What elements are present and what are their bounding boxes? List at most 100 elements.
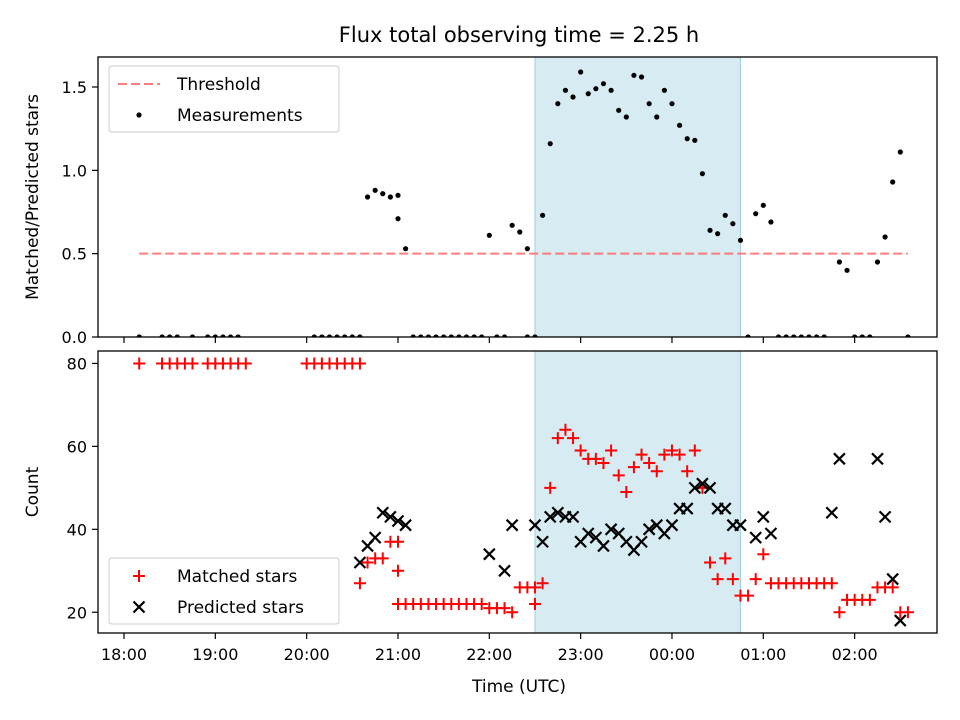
data-point <box>578 69 584 75</box>
data-point <box>699 171 706 177</box>
data-point <box>536 577 549 590</box>
legend-label: Measurements <box>177 106 303 126</box>
data-point <box>673 448 686 461</box>
data-point <box>498 564 511 578</box>
data-point <box>627 461 640 474</box>
data-point <box>528 581 541 594</box>
data-point <box>642 523 656 536</box>
data-point <box>707 227 713 233</box>
axes-frame <box>97 350 938 634</box>
data-point <box>581 527 595 540</box>
data-point <box>654 114 660 120</box>
data-point <box>543 510 557 524</box>
data-point <box>483 547 496 561</box>
data-point <box>517 229 523 235</box>
data-point <box>399 518 412 532</box>
data-point <box>570 94 576 100</box>
legend-box <box>108 557 340 625</box>
data-point <box>749 531 762 544</box>
series-predicted-stars <box>353 452 907 627</box>
data-point <box>364 194 371 200</box>
x-tick-label: 19:00 <box>192 645 238 664</box>
data-point <box>730 221 736 227</box>
data-point <box>376 552 389 565</box>
data-point <box>646 101 652 107</box>
data-point <box>844 267 850 273</box>
data-point <box>387 194 393 200</box>
top-panel: 0.0 0.5 1.0 1.5 Matched/Predicted stars Thres… <box>23 56 938 347</box>
x-tick-label: 23:00 <box>558 645 604 664</box>
data-point <box>696 477 709 490</box>
y-tick-label: 0.0 <box>62 328 87 347</box>
data-point <box>539 212 546 218</box>
data-point <box>726 573 739 586</box>
data-point <box>555 101 561 107</box>
data-point <box>353 357 366 370</box>
legend: Threshold Measurements <box>108 65 340 133</box>
data-point <box>665 518 679 532</box>
y-tick-label: 1.5 <box>62 78 87 97</box>
data-point <box>608 87 614 93</box>
y-tick-label: 0.5 <box>62 245 87 264</box>
x-tick-label: 20:00 <box>284 645 330 664</box>
data-point <box>239 357 252 370</box>
data-point <box>825 577 838 590</box>
data-point <box>395 192 401 198</box>
bottom-panel: 20 40 60 80 Count 18:00 19:00 20:00 21:00 22:00 23… <box>23 350 938 664</box>
plot-area <box>136 69 911 337</box>
data-point <box>604 523 618 536</box>
data-point <box>486 232 492 238</box>
data-point <box>692 137 698 143</box>
data-point <box>753 211 759 217</box>
data-point <box>567 432 580 445</box>
y-tick-label: 1.0 <box>62 161 87 180</box>
data-point <box>833 452 846 466</box>
data-point <box>384 510 397 524</box>
data-point <box>620 486 633 498</box>
data-point <box>528 518 542 532</box>
data-point <box>616 107 622 113</box>
observing-span <box>534 350 741 634</box>
y-tick-label: 60 <box>67 437 87 456</box>
data-point <box>597 456 610 469</box>
data-point <box>368 531 382 544</box>
data-point <box>559 423 572 436</box>
series-measurements <box>136 69 911 337</box>
x-tick-label: 00:00 <box>649 645 695 664</box>
data-point <box>718 502 732 515</box>
data-point <box>372 187 378 193</box>
data-point <box>684 136 690 142</box>
data-point <box>544 481 557 494</box>
data-point <box>623 114 629 120</box>
data-point <box>638 74 645 80</box>
data-point <box>734 518 747 532</box>
data-point <box>376 506 390 520</box>
data-point <box>878 510 892 524</box>
data-point <box>395 216 401 222</box>
data-point <box>605 444 618 457</box>
data-point <box>863 593 876 606</box>
data-point <box>680 502 694 515</box>
data-point <box>757 548 770 561</box>
data-point <box>764 527 778 540</box>
data-point <box>353 577 366 590</box>
data-point <box>894 614 907 627</box>
data-point <box>661 87 667 93</box>
data-point <box>498 602 511 615</box>
data-point <box>133 357 146 370</box>
data-point <box>768 219 774 225</box>
legend: Matched stars Predicted stars <box>108 557 340 625</box>
chart-title: Flux total observing time = 2.25 h <box>339 23 699 47</box>
data-point <box>391 535 404 548</box>
data-point <box>760 202 766 208</box>
legend-marker <box>132 600 146 614</box>
data-point <box>901 606 914 619</box>
data-point <box>650 465 663 478</box>
data-point <box>886 581 899 594</box>
data-point <box>882 234 888 240</box>
series-matched-stars <box>133 357 914 619</box>
data-point <box>890 179 896 185</box>
data-point <box>719 552 732 565</box>
data-point <box>551 432 564 445</box>
